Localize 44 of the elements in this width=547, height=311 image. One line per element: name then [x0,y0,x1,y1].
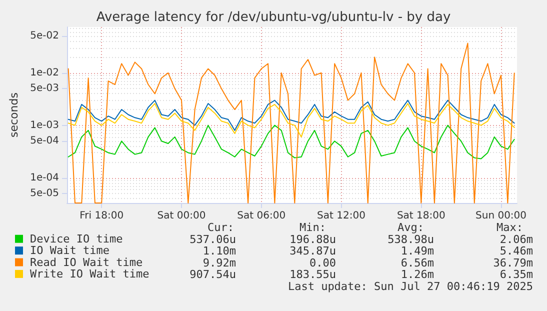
legend-label: Device IO time [30,232,123,246]
y-axis-title: seconds [7,92,20,138]
line-series [68,103,515,138]
text: 196.88u [290,233,336,246]
text: 0.00 [310,256,336,270]
text: 6.56m [400,256,434,270]
text: 1.10m [202,244,236,258]
y-tick-label: 5e-04 [30,136,59,147]
y-tick-label: 1e-02 [30,67,59,78]
y-tick-label: 5e-03 [30,83,59,94]
y-tick-label: 1e-04 [30,172,59,184]
line-series [68,124,515,160]
text: 9.92m [202,256,236,270]
y-tick-label: 1e-03 [30,120,59,131]
line-series [68,100,515,131]
text: Cur: [208,221,234,234]
text: 345.87u [290,244,336,258]
y-tick-label: 5e-02 [30,30,59,42]
text: Max: [496,221,523,234]
text: 2.06m [500,233,534,246]
text: 1.26m [400,268,434,282]
y-tick-label: 5e-05 [30,188,59,200]
text: Last update: Sun Jul 27 00:46:19 2025 [288,280,533,293]
x-tick-label: Sat 12:00 [317,210,366,222]
x-tick-label: Sat 06:00 [237,210,286,222]
legend-label: IO Wait time [30,244,110,258]
text: 538.98u [388,233,434,246]
text: Avg: [398,221,424,234]
legend-label: Write IO Wait time [30,267,150,280]
text: 537.06u [190,233,236,246]
chart-title: Average latency for /dev/ubuntu-vg/ubuntu-lv - by day [96,10,451,25]
text: 5.46m [500,244,534,258]
x-tick-label: Sat 18:00 [396,210,446,222]
x-tick-label: Sat 00:00 [157,210,206,222]
text: Min: [300,221,326,234]
legend-label: Read IO Wait time [30,256,143,269]
text: 1.49m [400,244,434,258]
line-series [68,42,515,204]
x-tick-label: Sun 00:00 [476,210,527,222]
text: 6.35m [500,268,534,282]
text: 183.55u [290,268,336,282]
text: 36.79m [493,256,534,270]
text: 907.54u [190,268,236,282]
x-tick-label: Fri 18:00 [80,210,124,222]
